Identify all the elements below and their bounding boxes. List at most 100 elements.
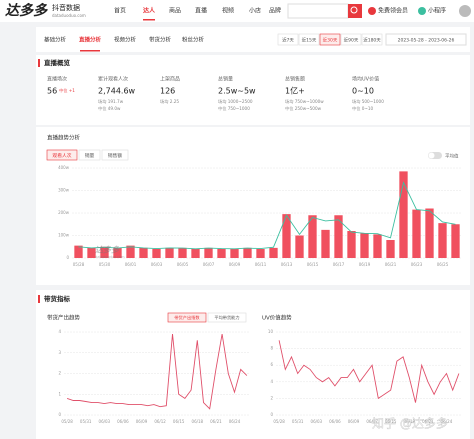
stat-sub: 中位 250w~500w [285, 105, 322, 112]
tab[interactable]: 直播分析 [79, 36, 102, 44]
bar [386, 240, 395, 258]
y-tick-label: 8 [270, 346, 273, 351]
y-tick-label: 100w [58, 233, 70, 238]
nav-underline [143, 19, 155, 21]
index-button-box[interactable] [167, 312, 207, 323]
nav-item[interactable]: 直播 [195, 7, 207, 15]
index-button[interactable]: 带货产出指数 [174, 314, 200, 321]
toggle-knob [428, 152, 435, 159]
date-picker[interactable] [385, 33, 467, 46]
range-button-box[interactable] [298, 33, 320, 46]
x-tick-label: 05/30 [99, 262, 111, 267]
tab[interactable]: 带货分析 [149, 36, 172, 44]
y-tick-label: 300w [58, 188, 70, 193]
x-tick-label: 06/09 [136, 419, 148, 424]
metric-button[interactable]: 销售额 [108, 152, 123, 159]
metric-button[interactable]: 销量 [85, 152, 95, 159]
bar [399, 171, 408, 258]
index-button[interactable]: 平均带货能力 [214, 314, 239, 321]
x-tick-label: 06/07 [203, 262, 215, 267]
bar [282, 214, 291, 258]
y-tick-label: 0 [270, 412, 273, 417]
range-button[interactable]: 近90天 [344, 36, 359, 43]
tab[interactable]: 视频分析 [114, 36, 137, 44]
section-title: 带货指标 [44, 294, 71, 303]
section-subtitle: 直播趋势分析 [47, 134, 81, 142]
search-input[interactable] [287, 3, 349, 19]
range-button-box[interactable] [361, 33, 383, 46]
nav-item[interactable]: 品牌 [269, 7, 281, 15]
range-button[interactable]: 近7天 [282, 36, 294, 43]
bar [451, 224, 460, 258]
mini-program[interactable]: 小程序 [428, 7, 446, 15]
tab-underline [80, 50, 100, 52]
bar [165, 247, 174, 258]
bar [334, 215, 343, 258]
bar [243, 247, 252, 258]
x-tick-label: 06/25 [437, 262, 449, 267]
nav-item[interactable]: 商品 [169, 7, 181, 15]
bar [269, 247, 278, 258]
nav-item[interactable]: 小店 [249, 7, 261, 15]
date-range[interactable]: 2023-05-28 - 2023-06-26 [398, 38, 455, 44]
tab[interactable]: 基础分析 [44, 36, 67, 44]
metric-button-box[interactable] [46, 149, 78, 161]
logo-url: dataduoduo.com [52, 13, 86, 18]
range-button-box[interactable] [319, 33, 341, 46]
search-button[interactable] [348, 4, 362, 18]
bar [425, 208, 434, 258]
x-tick-label: 06/09 [229, 262, 241, 267]
x-tick-label: 06/09 [348, 419, 360, 424]
x-tick-label: 06/19 [359, 262, 371, 267]
range-button-box[interactable] [277, 33, 299, 46]
y-tick-label: 4 [270, 379, 273, 384]
stat-value: 1亿+ [285, 86, 305, 96]
nav-item[interactable]: 达人 [143, 7, 156, 15]
range-button[interactable]: 近15天 [302, 36, 317, 43]
y-tick-label: 6 [270, 362, 273, 367]
search-icon [350, 6, 358, 14]
x-tick-label: 06/11 [255, 262, 267, 267]
section-subtitle: 带货产出趋势 [47, 314, 81, 322]
range-button[interactable]: 近30天 [323, 36, 338, 43]
bar [438, 223, 447, 258]
stat-value: 0~10 [352, 87, 374, 96]
bar [74, 245, 83, 258]
tab[interactable]: 粉丝分析 [182, 36, 205, 44]
x-tick-label: 06/01 [125, 262, 137, 267]
watermark-url: dataduoduo.com [95, 255, 125, 259]
bar [126, 245, 135, 258]
range-button[interactable]: 近180天 [363, 36, 381, 43]
metric-button[interactable]: 观看人次 [52, 152, 71, 159]
bar [87, 247, 96, 258]
metric-button-box[interactable] [101, 149, 129, 161]
nav-item[interactable]: 首页 [114, 7, 126, 15]
bar [230, 249, 239, 258]
nav-item[interactable]: 视频 [222, 7, 234, 15]
free-vip[interactable]: 免费领会员 [378, 7, 408, 15]
range-button-box[interactable] [340, 33, 362, 46]
stat-label: 总销量 [218, 76, 233, 83]
x-tick-label: 06/24 [441, 419, 453, 424]
bar [139, 247, 148, 258]
x-tick-label: 05/31 [80, 419, 92, 424]
x-tick-label: 06/23 [411, 262, 423, 267]
bar [360, 233, 369, 258]
x-tick-label: 06/12 [154, 419, 166, 424]
line [278, 340, 460, 403]
bar [295, 235, 304, 258]
x-tick-label: 06/06 [329, 419, 341, 424]
line [66, 334, 248, 410]
x-tick-label: 05/28 [73, 262, 85, 267]
stat-sub: 场均 750w~1000w [285, 98, 324, 105]
stat-sub: 中位 +1 [59, 87, 75, 94]
mini-icon [418, 7, 426, 15]
watermark: 知乎 @达多多 [372, 417, 448, 431]
x-tick-label: 06/21 [385, 262, 397, 267]
metric-button-box[interactable] [78, 149, 101, 161]
avatar[interactable] [459, 5, 471, 17]
index-button-box[interactable] [207, 312, 247, 323]
stat-sub: 场均 191.7w [98, 98, 124, 105]
x-tick-label: 06/03 [151, 262, 163, 267]
